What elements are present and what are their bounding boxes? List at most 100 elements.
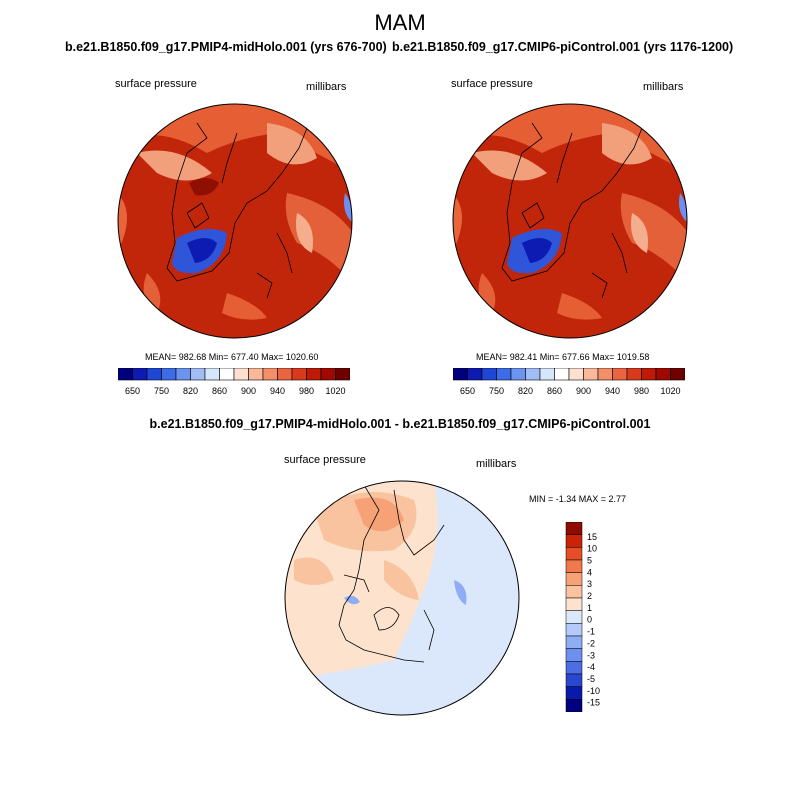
colorbar-box xyxy=(565,661,583,675)
colorbar-box xyxy=(175,368,191,381)
map-field-high xyxy=(189,178,219,196)
colorbar-tick-label: 650 xyxy=(460,386,475,396)
colorbar-box xyxy=(612,368,628,381)
map-field-patch xyxy=(472,150,547,181)
colorbar-tick-label: 650 xyxy=(125,386,140,396)
colorbar-box xyxy=(277,368,293,381)
map-field-positive xyxy=(354,497,404,532)
left-units-label: millibars xyxy=(306,81,347,93)
colorbar-box xyxy=(204,368,220,381)
colorbar-box xyxy=(641,368,657,381)
coastline xyxy=(166,122,308,282)
map-field-patch xyxy=(344,193,352,223)
diff-variable-label: surface pressure xyxy=(284,454,366,466)
colorbar-box xyxy=(565,699,583,712)
colorbar-tick-label: 940 xyxy=(270,386,285,396)
colorbar-tick-label: 15 xyxy=(587,532,597,542)
colorbar-tick-label: 750 xyxy=(489,386,504,396)
colorbar-box xyxy=(335,368,350,381)
map-field-patch xyxy=(557,293,602,320)
colorbar-tick-label: 5 xyxy=(587,556,592,566)
right-variable-label: surface pressure xyxy=(451,78,533,90)
colorbar-box xyxy=(306,368,322,381)
colorbar-box xyxy=(670,368,685,381)
map-field-low-core xyxy=(187,238,217,263)
colorbar-box xyxy=(565,547,583,561)
colorbar-box xyxy=(146,368,162,381)
colorbar-tick-label: 980 xyxy=(634,386,649,396)
colorbar-box xyxy=(219,368,235,381)
colorbar-box xyxy=(481,368,497,381)
map-border xyxy=(452,103,688,339)
map-border xyxy=(284,480,520,716)
left-stats: MEAN= 982.68 Min= 677.40 Max= 1020.60 xyxy=(145,352,319,362)
left-polar-map xyxy=(117,103,353,339)
colorbar-box xyxy=(132,368,148,381)
colorbar-box xyxy=(262,368,278,381)
colorbar-tick-label: 1 xyxy=(587,603,592,613)
colorbar-box xyxy=(118,368,133,381)
map-field-patch xyxy=(222,293,267,320)
map-field-patch xyxy=(296,213,313,253)
colorbar-tick-label: 1020 xyxy=(660,386,680,396)
colorbar-tick-label: 3 xyxy=(587,579,592,589)
colorbar-tick-label: 1020 xyxy=(325,386,345,396)
coastline xyxy=(186,202,293,299)
colorbar-box xyxy=(583,368,599,381)
colorbar-box xyxy=(496,368,512,381)
colorbar-tick-label: -4 xyxy=(587,662,595,672)
colorbar-box xyxy=(248,368,264,381)
right-polar-map xyxy=(452,103,688,339)
colorbar-box xyxy=(291,368,307,381)
map-field-patch xyxy=(285,193,352,283)
map-field-patch xyxy=(602,123,652,165)
colorbar-tick-label: 820 xyxy=(183,386,198,396)
map-field-patch xyxy=(631,213,648,253)
colorbar-tick-label: 750 xyxy=(154,386,169,396)
colorbar-box xyxy=(565,648,583,662)
coastline xyxy=(501,122,643,282)
colorbar-tick-label: -2 xyxy=(587,638,595,648)
colorbar-box xyxy=(525,368,541,381)
colorbar-box xyxy=(565,673,583,687)
left-variable-label: surface pressure xyxy=(115,78,197,90)
colorbar-box xyxy=(565,585,583,599)
right-panel-title: b.e21.B1850.f09_g17.CMIP6-piControl.001 … xyxy=(392,40,734,54)
map-field-negative xyxy=(344,595,360,605)
colorbar-box xyxy=(565,534,583,548)
colorbar-tick-label: -1 xyxy=(587,627,595,637)
colorbar-tick-label: 0 xyxy=(587,615,592,625)
map-field-positive xyxy=(384,560,419,600)
diff-stats: MIN = -1.34 MAX = 2.77 xyxy=(529,494,627,504)
right-units-label: millibars xyxy=(643,81,684,93)
colorbar-box xyxy=(554,368,570,381)
colorbar-box xyxy=(565,572,583,586)
colorbar-tick-label: 900 xyxy=(241,386,256,396)
colorbar-tick-label: -5 xyxy=(587,674,595,684)
colorbar-box xyxy=(626,368,642,381)
colorbar-box xyxy=(568,368,584,381)
colorbar-box xyxy=(453,368,468,381)
map-field-low-core xyxy=(522,238,552,263)
colorbar-box xyxy=(190,368,206,381)
map-field-positive xyxy=(294,557,334,585)
colorbar-box xyxy=(655,368,671,381)
colorbar-tick-label: 860 xyxy=(547,386,562,396)
colorbar-tick-label: 980 xyxy=(299,386,314,396)
right-colorbar: 650 750 820 860 900 940 980 1020 xyxy=(453,368,685,396)
map-border xyxy=(117,103,353,339)
colorbar-box xyxy=(233,368,249,381)
difference-panel-title: b.e21.B1850.f09_g17.PMIP4-midHolo.001 - … xyxy=(149,417,651,431)
colorbar-tick-label: 10 xyxy=(587,544,597,554)
map-field-negative xyxy=(454,580,467,605)
diff-units-label: millibars xyxy=(476,458,517,470)
colorbar-box xyxy=(565,522,583,535)
colorbar-box xyxy=(565,559,583,573)
map-field-patch xyxy=(620,193,687,283)
map-field-patch xyxy=(679,193,687,223)
map-field-patch xyxy=(137,150,212,181)
colorbar-tick-label: -15 xyxy=(587,698,600,708)
coastline xyxy=(521,202,628,299)
colorbar-tick-label: 860 xyxy=(212,386,227,396)
